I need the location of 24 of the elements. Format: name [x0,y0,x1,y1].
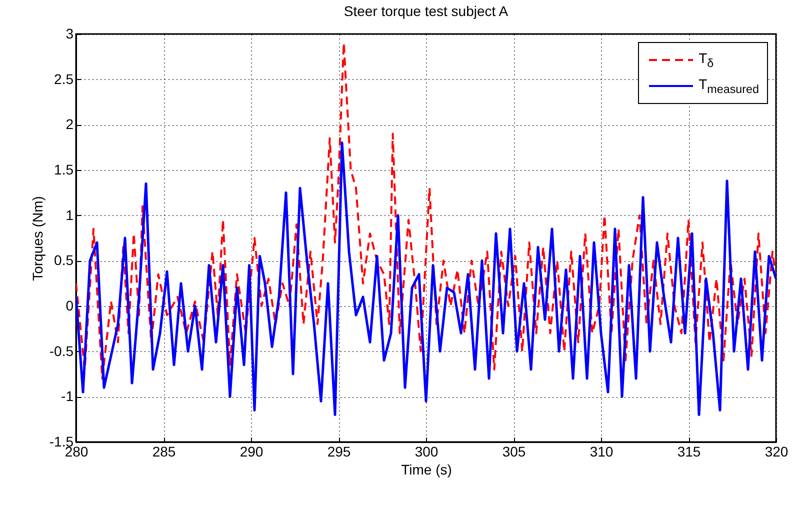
x-tick-label: 290 [240,444,264,460]
y-tick-label: 0 [66,298,74,314]
legend-label: T$_{δ}$ [698,50,714,70]
y-tick-label: 1.5 [54,162,74,178]
x-tick-label: 315 [677,444,701,460]
x-axis-title: Time (s) [401,462,452,478]
y-axis-title: Torques (Nm) [29,196,46,281]
chart-title: Steer torque test subject A [344,3,509,19]
y-tick-label: -0.5 [49,342,74,359]
y-tick-label: 0.5 [54,252,74,268]
x-tick-label: 295 [327,444,351,460]
legend-label: T$_{measured}$ [698,76,759,96]
y-tick-label: 3 [66,26,74,42]
y-tick-label: 1 [66,206,74,223]
y-tick-label: 2.5 [54,70,74,87]
y-tick-label: 2 [66,116,74,132]
x-tick-label: 300 [414,444,438,460]
x-tick-label: 285 [152,444,176,460]
y-tick-label: -1 [61,388,74,404]
line-series [76,142,776,416]
x-tick-label: 320 [764,444,788,460]
x-tick-label: 310 [590,444,614,460]
x-tick-label: 305 [502,444,526,460]
line-series [76,42,776,380]
